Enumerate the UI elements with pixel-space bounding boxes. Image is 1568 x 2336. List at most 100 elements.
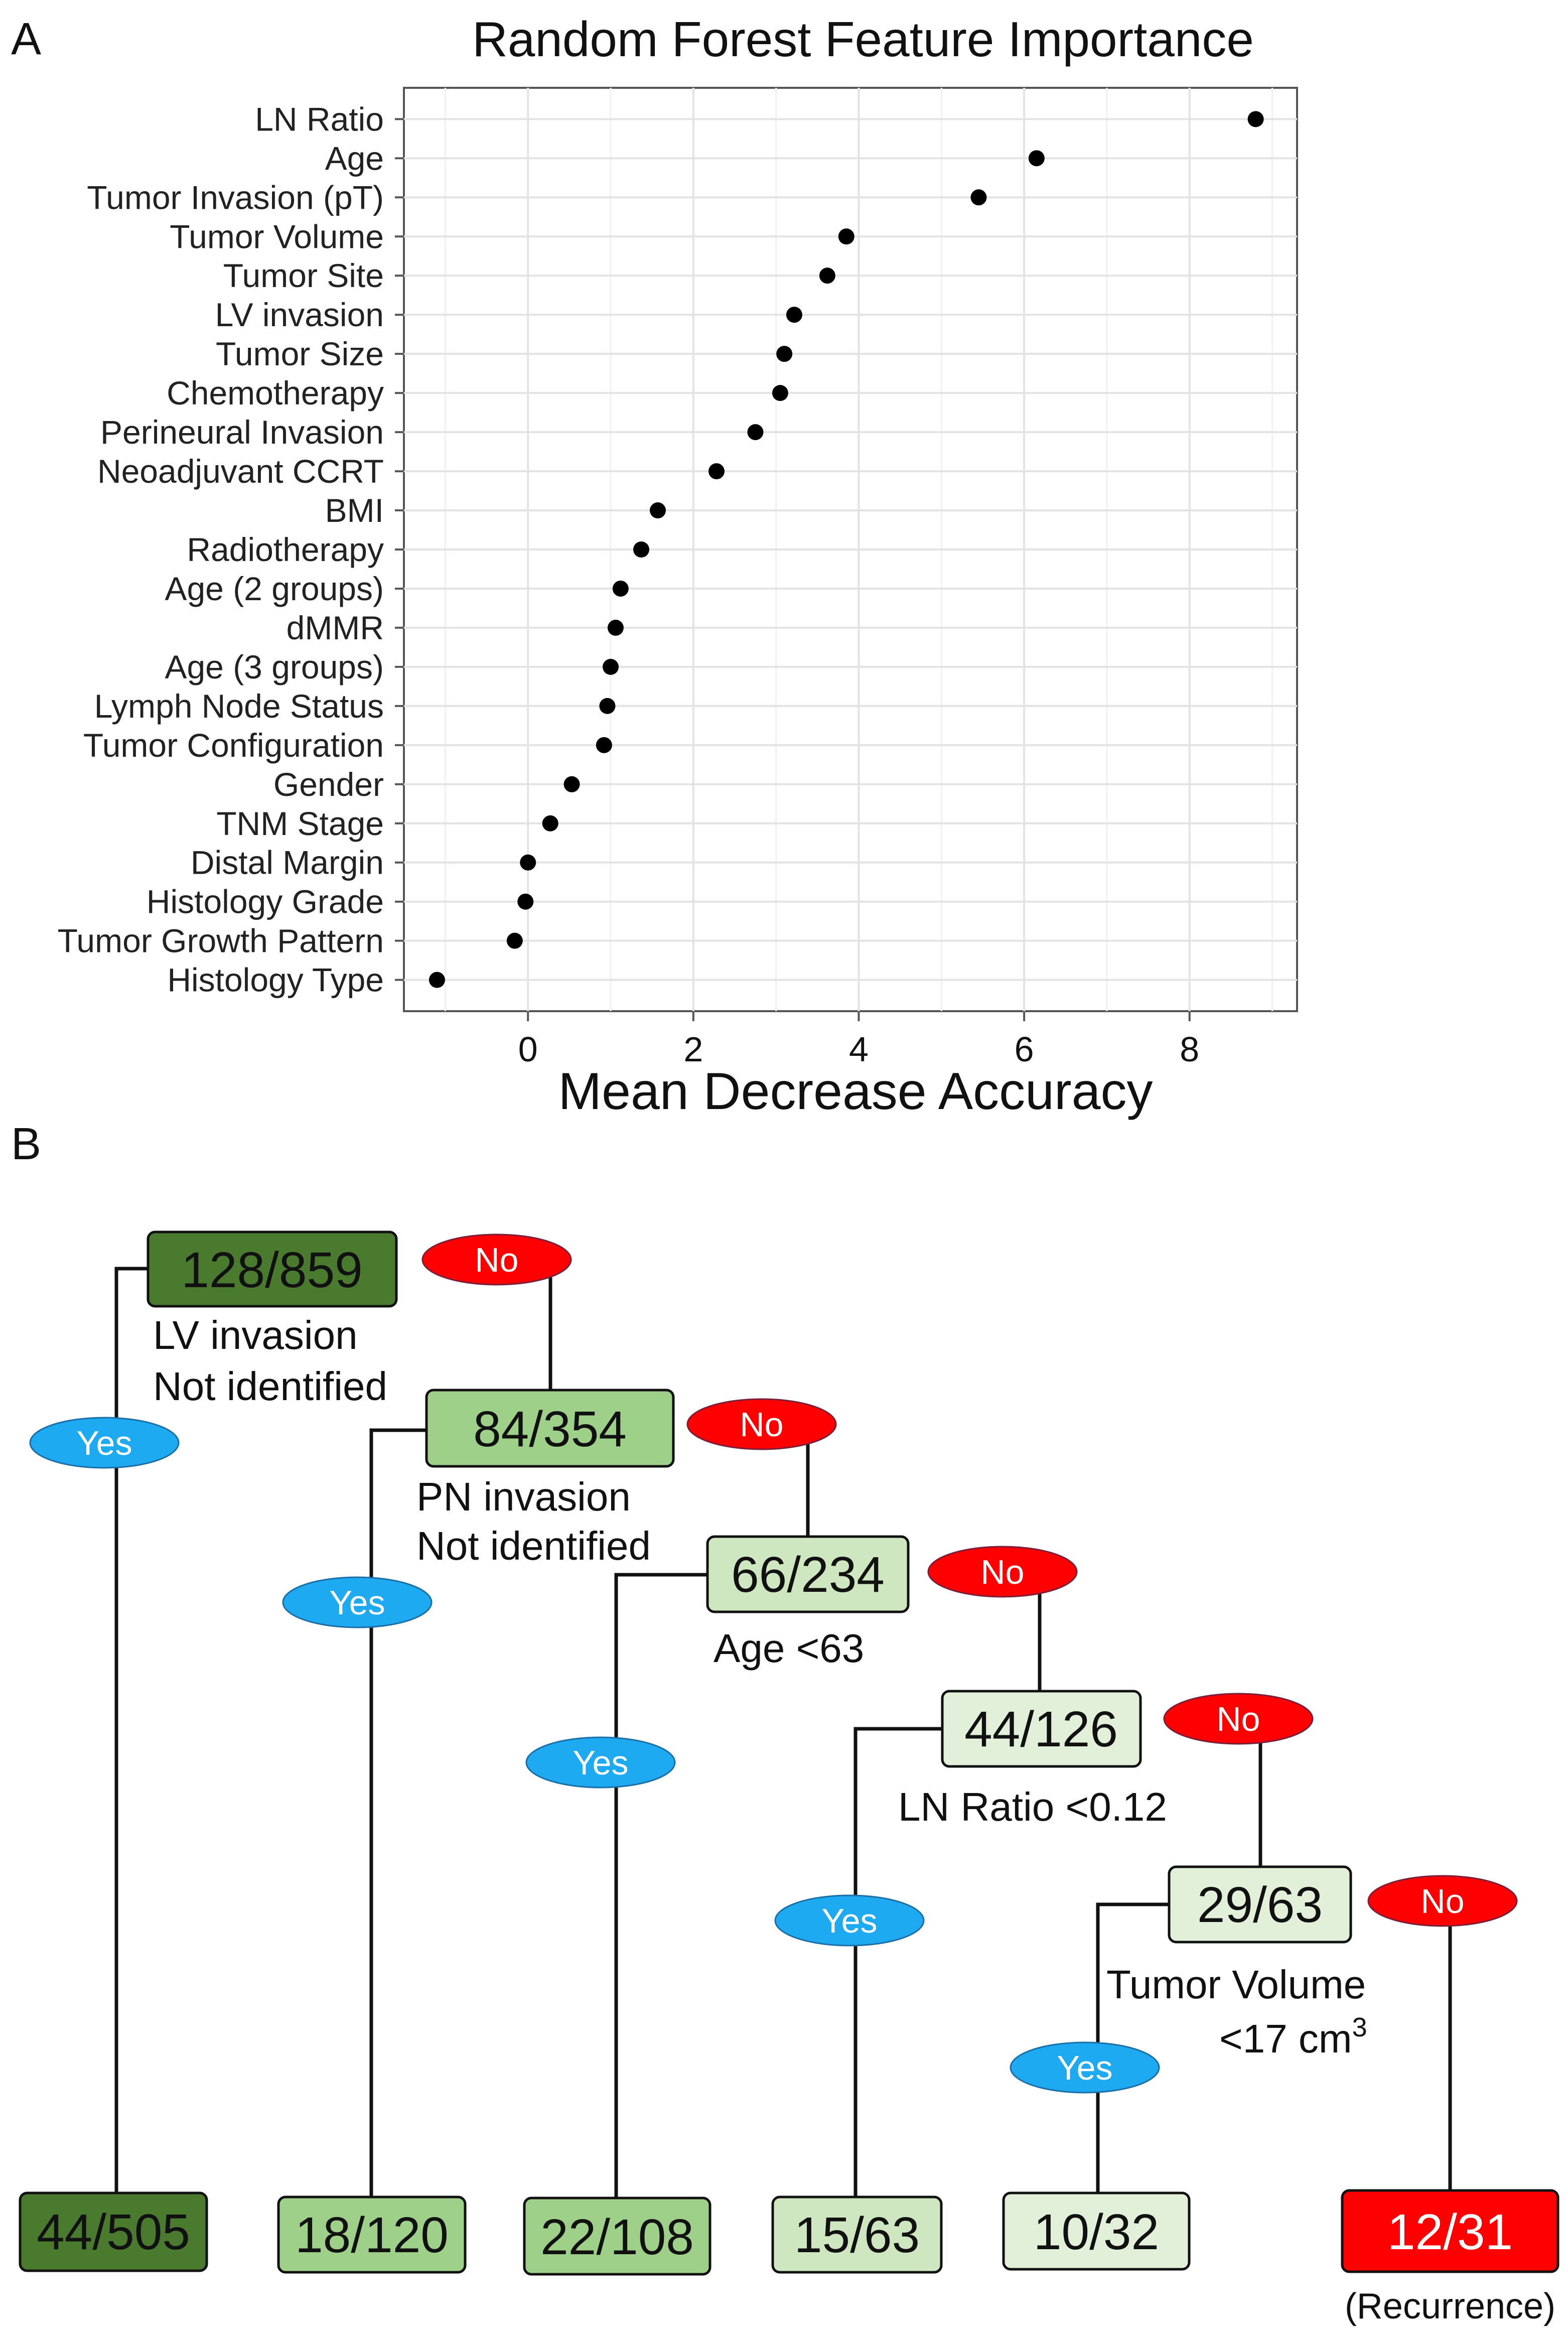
feature-label: Distal Margin — [191, 844, 384, 881]
data-point — [520, 854, 536, 871]
node-count: 66/234 — [731, 1547, 885, 1603]
leaf-box — [1002, 2191, 1191, 2271]
data-point — [603, 658, 619, 675]
condition-age: Age <63 — [714, 1626, 864, 1671]
no-label: No — [740, 1406, 784, 1444]
oval-shape — [774, 1894, 925, 1947]
condition-pn-line2: Not identified — [416, 1524, 651, 1568]
leaf-box — [277, 2195, 467, 2274]
data-point — [776, 346, 793, 362]
yes-label: Yes — [1057, 2049, 1113, 2087]
x-tick-label: 6 — [1015, 1030, 1034, 1069]
leaf-count: 12/31 — [1387, 2204, 1513, 2260]
condition-lv-line1: LV invasion — [153, 1313, 358, 1357]
feature-label: dMMR — [287, 609, 384, 646]
leaf-box — [1341, 2189, 1559, 2273]
feature-label: BMI — [325, 492, 384, 529]
leaf-4: 15/63 — [771, 2195, 943, 2274]
panel-b-letter: B — [11, 1119, 41, 1169]
condition-tv-value: <17 cm — [1219, 2016, 1352, 2061]
oval-shape — [29, 1417, 180, 1469]
feature-label: Tumor Growth Pattern — [58, 922, 384, 959]
no-oval-2: No — [686, 1398, 837, 1450]
oval-shape — [1367, 1875, 1518, 1927]
data-point — [708, 463, 725, 480]
leaf-count: 18/120 — [295, 2207, 449, 2263]
feature-label: Age — [325, 140, 384, 177]
feature-label: Gender — [273, 766, 384, 803]
grid-lines — [404, 88, 1297, 1011]
data-point — [633, 541, 650, 558]
no-oval-4: No — [1163, 1693, 1314, 1745]
data-point — [563, 776, 580, 792]
condition-ln-ratio: LN Ratio <0.12 — [898, 1784, 1167, 1829]
node-lnr: 44/126 — [941, 1690, 1142, 1768]
no-oval-1: No — [421, 1233, 572, 1286]
node-count: 128/859 — [181, 1242, 362, 1298]
x-tick-label: 8 — [1180, 1030, 1199, 1069]
data-point — [429, 972, 445, 988]
node-box — [706, 1535, 910, 1613]
no-oval-3: No — [927, 1546, 1078, 1598]
leaf-box — [523, 2196, 711, 2276]
decision-tree: 128/859 84/354 66/234 44/126 29/63 LV in… — [19, 1230, 1559, 2326]
yes-label: Yes — [822, 1902, 878, 1940]
feature-label: Histology Type — [167, 961, 384, 999]
data-point — [1028, 150, 1045, 167]
feature-label: Tumor Configuration — [83, 727, 384, 764]
leaf-box — [19, 2191, 208, 2272]
condition-tv-superscript: 3 — [1352, 2012, 1367, 2042]
data-point — [517, 893, 534, 910]
node-count: 84/354 — [473, 1401, 627, 1457]
leaf-count: 44/505 — [37, 2204, 190, 2260]
oval-shape — [1010, 2041, 1160, 2094]
feature-label: TNM Stage — [216, 805, 384, 842]
data-point — [649, 502, 666, 519]
feature-label: LV invasion — [215, 296, 384, 333]
data-point — [786, 307, 802, 323]
data-point — [772, 385, 788, 401]
yes-oval-3: Yes — [525, 1736, 676, 1789]
oval-shape — [421, 1233, 572, 1286]
x-tick-label: 2 — [683, 1030, 703, 1069]
leaf-box — [771, 2195, 943, 2274]
x-tick-label: 4 — [849, 1030, 869, 1069]
feature-label: Tumor Volume — [170, 218, 384, 255]
yes-label: Yes — [77, 1424, 132, 1462]
leaf-1: 44/505 — [19, 2191, 208, 2272]
data-point — [506, 932, 523, 949]
oval-shape — [686, 1398, 837, 1450]
yes-oval-1: Yes — [29, 1417, 180, 1469]
data-point — [838, 228, 854, 245]
oval-shape — [282, 1576, 433, 1628]
x-axis-title: Mean Decrease Accuracy — [558, 1062, 1153, 1121]
x-tick-label: 0 — [518, 1030, 538, 1069]
no-label: No — [1421, 1882, 1465, 1920]
feature-label: LN Ratio — [255, 100, 384, 138]
leaf-count: 15/63 — [794, 2207, 920, 2263]
node-tv: 29/63 — [1168, 1865, 1352, 1944]
no-oval-5: No — [1367, 1875, 1518, 1927]
leaf-5: 10/32 — [1002, 2191, 1191, 2271]
data-point — [970, 189, 987, 206]
data-point — [612, 580, 629, 597]
node-age: 66/234 — [706, 1535, 910, 1613]
yes-oval-4: Yes — [774, 1894, 925, 1947]
condition-tv-line1: Tumor Volume — [1106, 1962, 1366, 2007]
x-ticks: 0 2 4 6 8 — [518, 1011, 1199, 1069]
node-count: 29/63 — [1197, 1877, 1323, 1933]
feature-label: Perineural Invasion — [100, 414, 384, 451]
data-point — [819, 267, 835, 284]
data-point — [607, 619, 624, 636]
data-point — [1247, 111, 1264, 127]
recurrence-note: (Recurrence) — [1345, 2286, 1555, 2326]
node-root: 128/859 — [147, 1230, 398, 1308]
panel-a-letter: A — [11, 14, 41, 64]
feature-label: Radiotherapy — [187, 531, 384, 568]
node-box — [1168, 1865, 1352, 1944]
data-points — [429, 111, 1264, 988]
leaf-3: 22/108 — [523, 2196, 711, 2276]
